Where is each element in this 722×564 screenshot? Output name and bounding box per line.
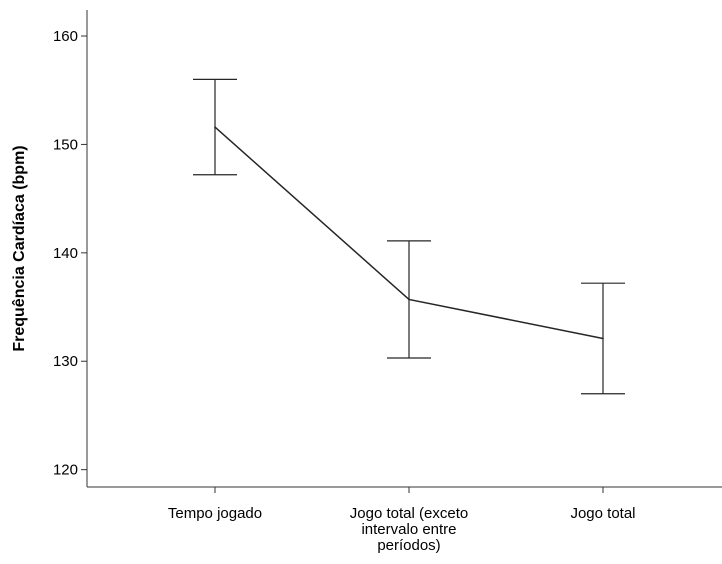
y-tick-label: 120 [53,462,78,479]
axes [81,10,722,493]
data-point [408,298,410,301]
x-category-label: Jogo total [570,505,635,522]
x-category-label-line: Tempo jogado [168,505,262,522]
y-tick-label: 130 [53,353,78,370]
series-layer [193,78,625,395]
labels: 120 130 140 150 160 Tempo jogado Jogo total (e… [11,28,636,554]
y-tick-label: 140 [53,245,78,262]
x-category-label-line: Jogo total [570,505,635,522]
x-category-label-line: intervalo entre [361,521,456,538]
y-tick-label: 160 [53,28,78,45]
y-axis-title: Frequência Cardíaca (bpm) [11,145,28,351]
x-category-label-line: períodos) [377,537,440,554]
x-category-label: Tempo jogado [168,505,262,522]
x-category-label: Jogo total (exceto intervalo entre período… [350,505,468,554]
y-tick-label: 150 [53,136,78,153]
data-point [214,126,216,128]
x-category-label-line: Jogo total (exceto [350,505,468,522]
data-point [602,337,604,340]
